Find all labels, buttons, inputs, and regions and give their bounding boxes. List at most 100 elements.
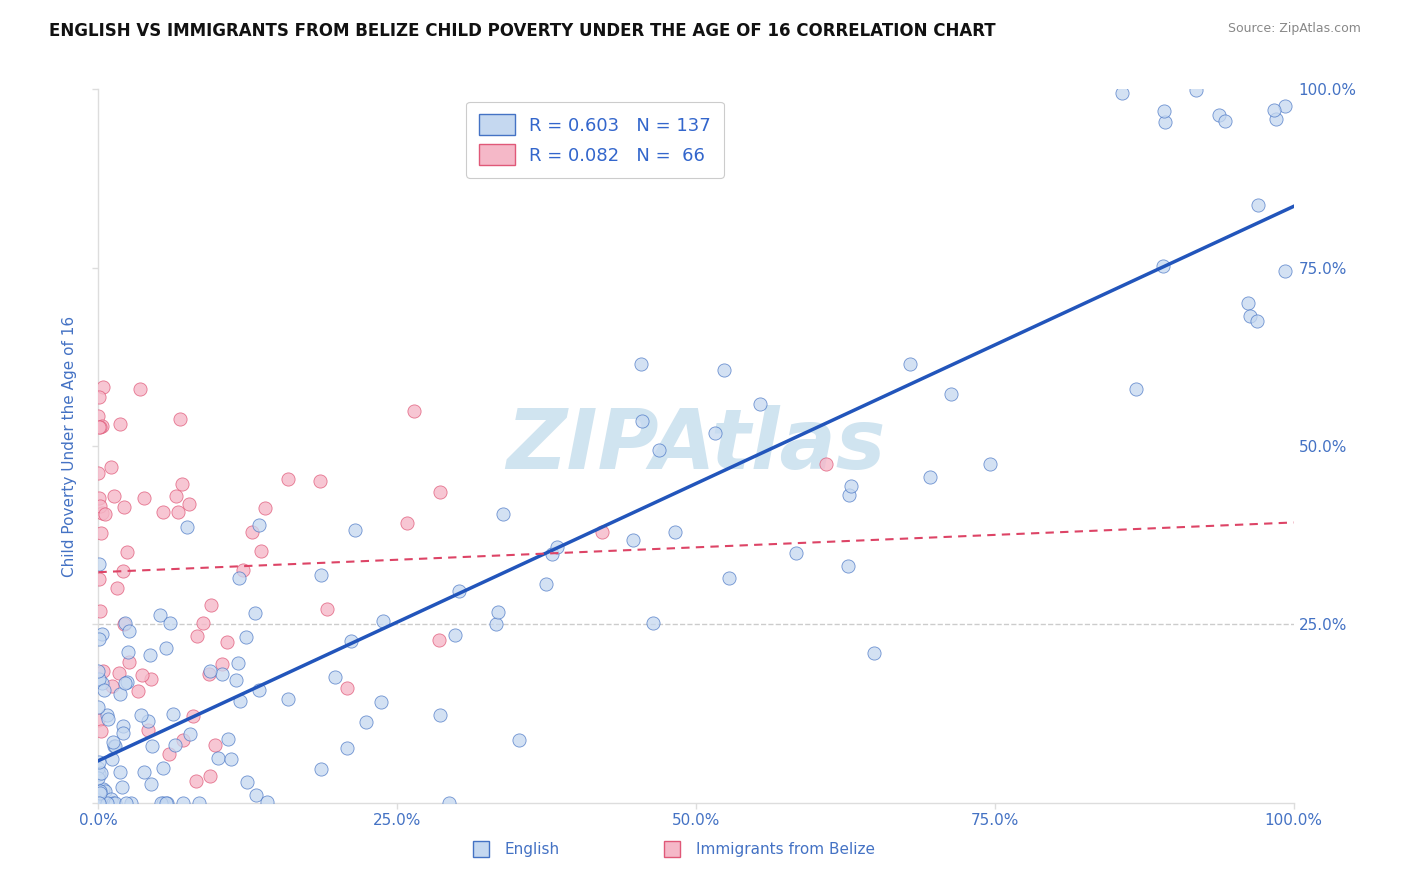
Point xyxy=(87,390,110,404)
Point xyxy=(863,646,886,660)
Point xyxy=(112,564,135,578)
Point xyxy=(91,782,114,797)
Point xyxy=(336,681,359,695)
Point xyxy=(704,426,727,441)
Point xyxy=(228,571,250,585)
Point xyxy=(167,505,190,519)
Point xyxy=(112,719,135,733)
Point xyxy=(277,472,299,486)
Point xyxy=(117,675,139,690)
Point xyxy=(429,485,451,500)
Point xyxy=(117,645,139,659)
Point xyxy=(96,707,118,722)
Point xyxy=(621,533,644,548)
Point xyxy=(325,670,347,684)
Point xyxy=(89,796,111,810)
Point xyxy=(176,520,198,534)
Point xyxy=(370,695,392,709)
Point xyxy=(541,547,564,561)
Point xyxy=(939,386,962,401)
Point xyxy=(94,784,117,798)
Point xyxy=(664,525,686,540)
Point xyxy=(643,615,665,630)
Point xyxy=(1246,313,1268,327)
Point xyxy=(221,752,243,766)
Point xyxy=(1264,112,1286,126)
Point xyxy=(170,477,193,491)
Point xyxy=(91,380,114,394)
Point xyxy=(112,617,135,632)
Point xyxy=(100,792,122,806)
Point xyxy=(979,457,1001,471)
Point xyxy=(87,700,110,714)
Point xyxy=(404,403,426,417)
Point xyxy=(250,544,273,558)
Text: ZIPAtlas: ZIPAtlas xyxy=(506,406,886,486)
Point xyxy=(217,732,239,747)
Point xyxy=(159,747,181,761)
Point xyxy=(107,665,129,680)
Point xyxy=(87,713,110,727)
Point xyxy=(713,363,735,377)
Point xyxy=(131,668,153,682)
Point xyxy=(134,765,156,780)
Point xyxy=(91,419,114,434)
Point xyxy=(344,523,367,537)
Point xyxy=(1153,103,1175,118)
Point xyxy=(839,479,862,493)
Point xyxy=(229,694,252,708)
Point xyxy=(181,709,204,723)
Point xyxy=(100,460,122,475)
Point xyxy=(152,796,174,810)
Point xyxy=(1215,114,1237,128)
Point xyxy=(179,727,201,741)
Point xyxy=(447,583,470,598)
Point xyxy=(91,626,114,640)
Point xyxy=(104,739,127,753)
Point xyxy=(198,769,221,783)
Point xyxy=(89,500,111,514)
Point xyxy=(591,524,613,539)
Point xyxy=(277,692,299,706)
Point xyxy=(187,796,209,810)
Point xyxy=(114,676,136,690)
Point xyxy=(87,420,110,434)
Point xyxy=(492,507,515,521)
Point xyxy=(149,796,172,810)
Point xyxy=(1125,382,1147,396)
Point xyxy=(87,755,110,769)
Point xyxy=(1152,259,1174,273)
Point xyxy=(96,796,118,810)
Point xyxy=(89,784,111,798)
Point xyxy=(112,500,135,514)
Point xyxy=(104,796,127,810)
Point xyxy=(179,497,201,511)
Point xyxy=(138,723,160,737)
Point xyxy=(141,672,163,686)
Point xyxy=(395,516,418,530)
Point xyxy=(115,545,138,559)
Point xyxy=(316,602,339,616)
Point xyxy=(91,506,114,520)
Point xyxy=(837,558,859,573)
Point xyxy=(87,466,110,480)
Point xyxy=(336,740,359,755)
Point xyxy=(1111,86,1133,100)
Point xyxy=(141,739,163,753)
Point xyxy=(89,786,111,800)
Point xyxy=(152,505,174,519)
Point xyxy=(87,761,110,775)
Point xyxy=(93,508,115,522)
Point xyxy=(437,796,460,810)
Point xyxy=(136,714,159,728)
Point xyxy=(486,605,509,619)
Point xyxy=(1185,83,1208,97)
Point xyxy=(198,666,221,681)
Point xyxy=(838,488,860,502)
Text: ENGLISH VS IMMIGRANTS FROM BELIZE CHILD POVERTY UNDER THE AGE OF 16 CORRELATION : ENGLISH VS IMMIGRANTS FROM BELIZE CHILD … xyxy=(49,22,995,40)
Point xyxy=(900,357,922,371)
Point xyxy=(1263,103,1285,118)
Point xyxy=(536,577,558,591)
Point xyxy=(112,726,135,740)
Point xyxy=(155,796,177,810)
